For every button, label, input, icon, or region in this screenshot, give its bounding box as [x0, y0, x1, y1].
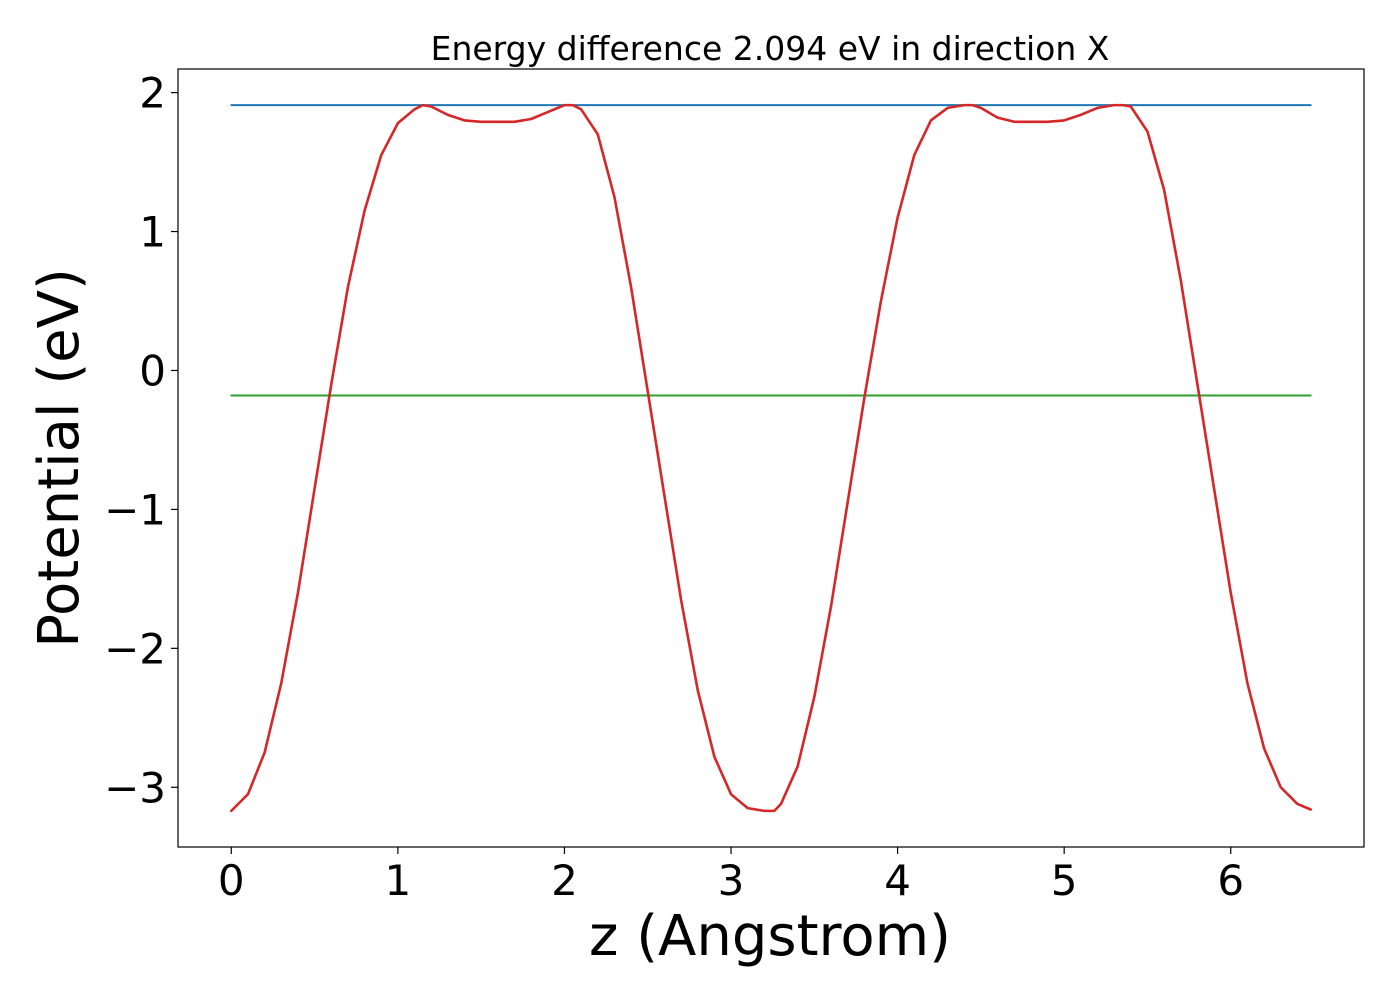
y-tick-label: 0: [139, 346, 166, 395]
x-tick-label: 1: [385, 856, 412, 905]
x-axis-ticks: 0 1 2 3 4 5 6: [218, 847, 1244, 905]
x-tick-label: 0: [218, 856, 245, 905]
x-tick-label: 6: [1217, 856, 1244, 905]
y-tick-label: −1: [104, 485, 166, 534]
plot-area-frame: [177, 68, 1365, 848]
chart-title: Energy difference 2.094 eV in direction …: [431, 29, 1110, 68]
x-tick-label: 5: [1051, 856, 1078, 905]
y-tick-label: −2: [104, 624, 166, 673]
x-tick-label: 2: [551, 856, 578, 905]
y-axis-label: Potential (eV): [27, 268, 92, 648]
series-line-0: [230, 103, 1312, 813]
x-axis-label: z (Angstrom): [589, 904, 951, 969]
y-tick-label: −3: [104, 763, 166, 812]
y-tick-label: 2: [139, 69, 166, 118]
y-axis-ticks: −3 −2 −1 0 1 2: [104, 69, 178, 812]
y-tick-label: 1: [139, 208, 166, 257]
plot-lines: [230, 103, 1312, 813]
x-tick-label: 3: [718, 856, 745, 905]
x-tick-label: 4: [884, 856, 911, 905]
